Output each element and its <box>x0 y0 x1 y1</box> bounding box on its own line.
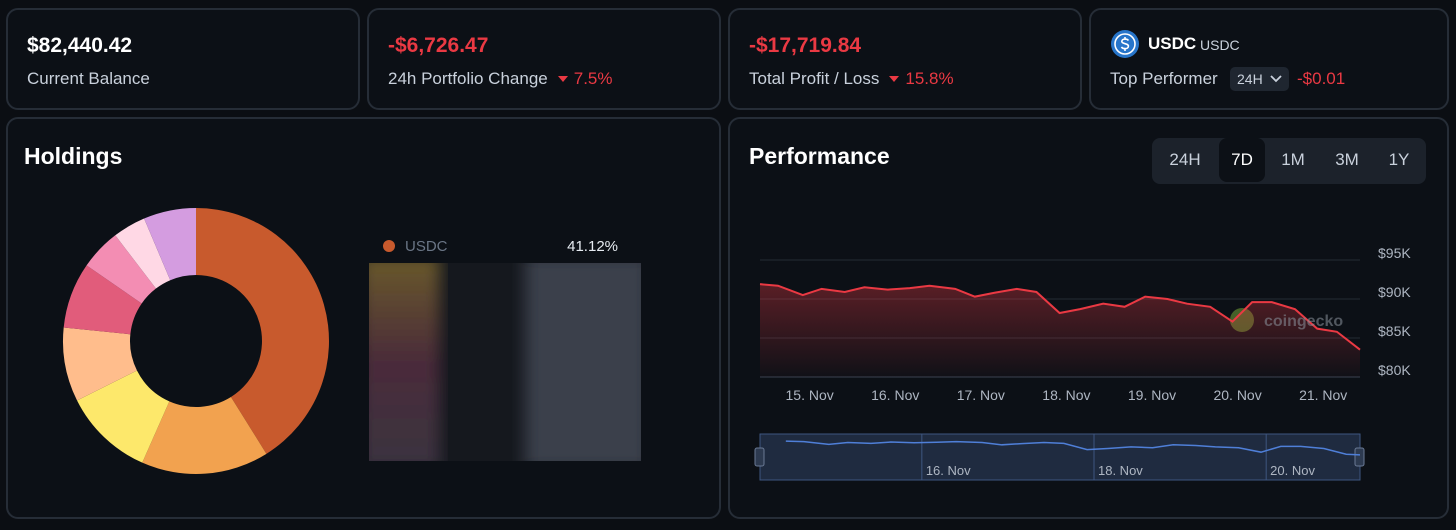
range-tab[interactable]: 1Y <box>1388 150 1410 169</box>
label: Total Profit / Loss <box>749 69 880 88</box>
label: Current Balance <box>27 69 150 88</box>
chevron <box>1270 75 1282 83</box>
label-row: 24h Portfolio Change 7.5% <box>388 69 612 89</box>
change: 7.5% <box>573 69 613 88</box>
performance-panel: Performance 24H 7D 1M 3M 1Y <box>728 117 1449 519</box>
balance-card: $82,440.42 Current Balance <box>6 8 360 110</box>
value: -$6,726.47 <box>388 34 489 57</box>
range-tab[interactable]: 7D <box>1219 138 1265 182</box>
label: Top Performer <box>1110 69 1218 88</box>
range-tab[interactable]: 24H <box>1169 150 1201 169</box>
range-tab[interactable]: 1M <box>1281 150 1305 169</box>
label: 24h Portfolio Change <box>388 69 548 88</box>
change: 15.8% <box>905 69 954 88</box>
down-arrow <box>889 76 900 82</box>
period-select[interactable]: 24H <box>1230 67 1289 91</box>
value: -$17,719.84 <box>749 34 862 57</box>
pl-card: -$17,719.84 Total Profit / Loss 15.8% <box>728 8 1082 110</box>
change-card: -$6,726.47 24h Portfolio Change 7.5% <box>367 8 721 110</box>
coin-name: USDC <box>1148 34 1197 53</box>
coin-symbol: USDC <box>1200 37 1240 53</box>
value: $82,440.42 <box>27 34 133 57</box>
period: 24H <box>1237 71 1263 87</box>
value: -$0.01 <box>1297 69 1346 88</box>
range-tabs: 24H 7D 1M 3M 1Y <box>1152 138 1426 184</box>
panel-title: Holdings <box>24 143 123 169</box>
holdings-panel: Holdings <box>6 117 721 519</box>
panel-title: Performance <box>749 143 890 169</box>
down-arrow <box>557 76 568 82</box>
top-performer-card: USDC USDC Top Performer 24H -$0.01 <box>1089 8 1449 110</box>
coin-icon <box>1111 30 1139 58</box>
label-row: Total Profit / Loss 15.8% <box>749 69 954 89</box>
range-tab[interactable]: 3M <box>1335 150 1359 169</box>
